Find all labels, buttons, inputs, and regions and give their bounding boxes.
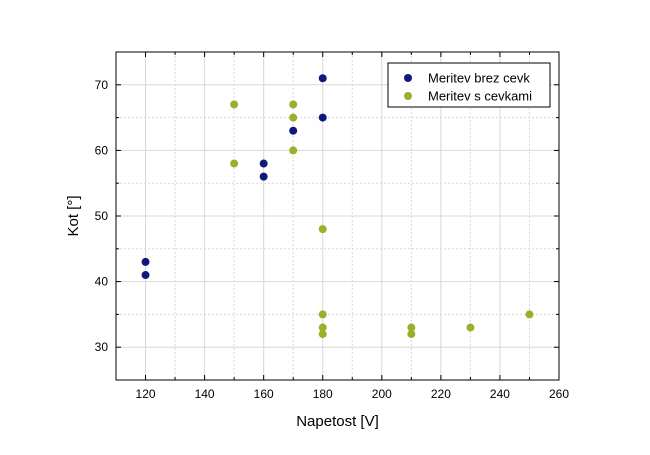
legend-marker-brez-cevk bbox=[404, 74, 412, 82]
legend-box bbox=[387, 62, 551, 108]
data-point-series-1 bbox=[289, 113, 298, 122]
legend: Meritev brez cevk Meritev s cevkami bbox=[387, 62, 551, 108]
data-point-series-0 bbox=[259, 172, 268, 181]
data-point-series-1 bbox=[407, 323, 416, 332]
y-axis-title: Kot [°] bbox=[65, 195, 82, 236]
data-point-series-1 bbox=[318, 225, 327, 234]
x-axis-title: Napetost [V] bbox=[296, 413, 379, 430]
data-point-series-1 bbox=[289, 100, 298, 109]
y-tick-label: 70 bbox=[95, 78, 109, 92]
y-tick-label: 60 bbox=[95, 143, 109, 157]
data-point-series-1 bbox=[318, 330, 327, 339]
data-point-series-0 bbox=[141, 257, 150, 266]
y-tick-label: 30 bbox=[95, 340, 109, 354]
x-tick-label: 160 bbox=[254, 387, 274, 401]
axis-ticks: 120 140 160 180 200 220 240 260 30 40 50 60 70 bbox=[95, 51, 569, 401]
data-point-series-0 bbox=[318, 113, 327, 122]
data-points bbox=[141, 74, 534, 339]
x-tick-label: 220 bbox=[431, 387, 451, 401]
data-point-series-1 bbox=[230, 100, 239, 109]
x-tick-label: 180 bbox=[313, 387, 333, 401]
x-tick-label: 140 bbox=[195, 387, 215, 401]
x-tick-label: 260 bbox=[549, 387, 569, 401]
data-point-series-1 bbox=[318, 310, 327, 319]
y-tick-label: 50 bbox=[95, 209, 109, 223]
data-point-series-1 bbox=[525, 310, 534, 319]
data-point-series-0 bbox=[141, 271, 150, 280]
data-point-series-0 bbox=[289, 126, 298, 135]
legend-marker-s-cevkami bbox=[404, 92, 412, 100]
x-tick-label: 120 bbox=[136, 387, 156, 401]
data-point-series-1 bbox=[407, 330, 416, 339]
data-point-series-1 bbox=[230, 159, 239, 168]
x-tick-label: 240 bbox=[490, 387, 510, 401]
legend-label-s-cevkami: Meritev s cevkami bbox=[428, 89, 532, 104]
data-point-series-0 bbox=[259, 159, 268, 168]
legend-label-brez-cevk: Meritev brez cevk bbox=[428, 71, 530, 86]
data-point-series-1 bbox=[318, 323, 327, 332]
data-point-series-0 bbox=[318, 74, 327, 83]
data-point-series-1 bbox=[466, 323, 475, 332]
data-point-series-1 bbox=[289, 146, 298, 155]
y-tick-label: 40 bbox=[95, 275, 109, 289]
x-tick-label: 200 bbox=[372, 387, 392, 401]
